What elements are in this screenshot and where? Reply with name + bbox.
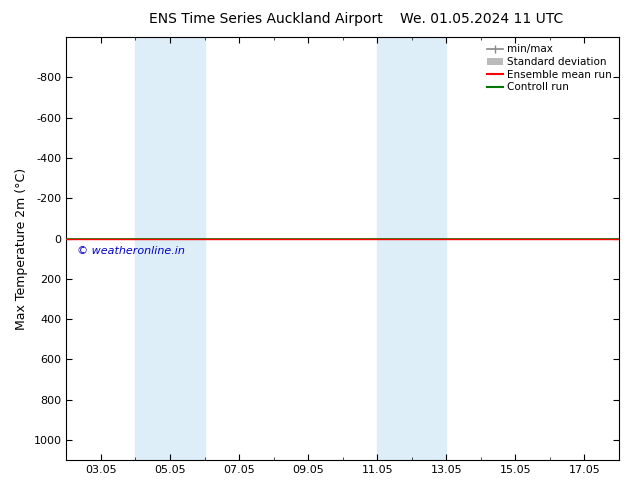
Legend: min/max, Standard deviation, Ensemble mean run, Controll run: min/max, Standard deviation, Ensemble me…: [485, 42, 614, 94]
Text: We. 01.05.2024 11 UTC: We. 01.05.2024 11 UTC: [400, 12, 564, 26]
Text: ENS Time Series Auckland Airport: ENS Time Series Auckland Airport: [150, 12, 383, 26]
Y-axis label: Max Temperature 2m (°C): Max Temperature 2m (°C): [15, 168, 28, 330]
Text: © weatheronline.in: © weatheronline.in: [77, 245, 185, 256]
Bar: [136, 37, 205, 460]
Bar: [377, 37, 446, 460]
